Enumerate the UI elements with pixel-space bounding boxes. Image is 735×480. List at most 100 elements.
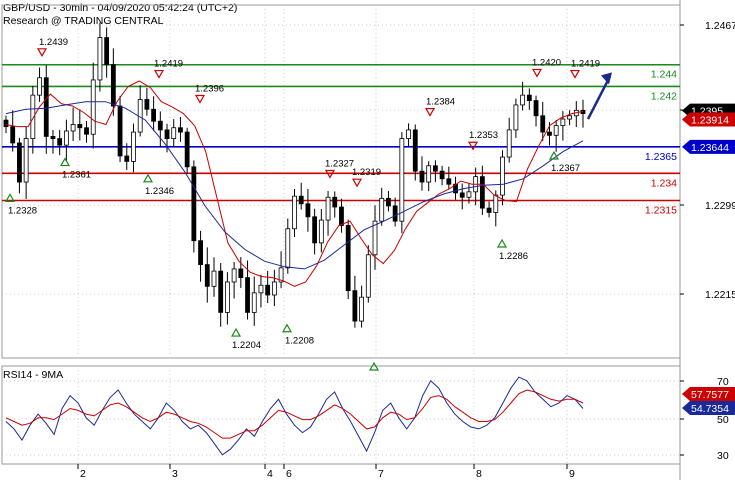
candle-body <box>238 268 244 279</box>
candle-body <box>432 165 438 172</box>
candle <box>97 22 103 92</box>
candle <box>352 275 358 328</box>
candle-body <box>278 267 284 283</box>
candle-body <box>198 240 203 265</box>
candle-body <box>305 203 311 218</box>
candle <box>131 123 136 173</box>
candle <box>540 101 546 142</box>
candle-body <box>359 296 364 322</box>
price-tick-label: 1.2215 <box>705 289 735 301</box>
candle-body <box>533 100 539 117</box>
candle <box>392 197 398 227</box>
candle <box>77 109 83 141</box>
candle-body <box>547 131 552 136</box>
candle <box>124 143 130 171</box>
rsi-tick-label: 30 <box>717 450 729 462</box>
swing-high-label: 1.2420 <box>532 57 561 68</box>
swing-low-marker <box>368 361 380 371</box>
time-tick-label: 6 <box>286 468 292 480</box>
candle <box>339 198 344 233</box>
candle-body <box>325 196 331 221</box>
candle <box>459 183 465 210</box>
candle-body <box>204 264 210 287</box>
candle-body <box>379 197 385 222</box>
candle <box>171 119 177 147</box>
swing-high-marker <box>351 178 363 188</box>
candle <box>520 81 526 111</box>
candle <box>265 270 271 304</box>
candle <box>50 129 56 154</box>
candle-body <box>312 216 318 244</box>
rsi-panel-label: RSI14 - 9MA <box>3 369 64 381</box>
candle-body <box>50 136 56 139</box>
candle <box>533 95 539 127</box>
candle <box>305 189 311 232</box>
level-label-support: 1.2315 <box>645 205 677 217</box>
forecast-arrow-head <box>601 72 612 85</box>
candle-body <box>43 77 49 137</box>
swing-high-marker <box>194 94 206 104</box>
candle-body <box>191 166 197 242</box>
rsi-value-tag-label: 57.7577 <box>691 389 729 401</box>
candle <box>332 191 338 218</box>
candle <box>479 165 485 215</box>
candle-body <box>446 178 452 185</box>
candle-body <box>84 127 89 135</box>
swing-high-label: 1.2419 <box>154 59 183 70</box>
candle-body <box>567 115 572 120</box>
time-tick-label: 9 <box>569 468 575 480</box>
candle-body <box>493 194 499 213</box>
swing-low-marker <box>496 238 508 248</box>
price-tag-label: 1.23914 <box>691 115 729 127</box>
candle-body <box>104 37 110 66</box>
swing-low-label: 1.2204 <box>232 340 261 351</box>
candle-body <box>285 228 291 269</box>
swing-high-label: 1.2384 <box>426 97 455 108</box>
forecast-arrow-shaft <box>586 75 612 120</box>
candle <box>506 117 512 163</box>
candle-body <box>251 292 257 313</box>
candle <box>231 261 237 299</box>
candle-body <box>386 197 391 207</box>
candle <box>10 110 16 152</box>
swing-low-marker <box>230 327 242 337</box>
candle-body <box>157 120 163 131</box>
candle-body <box>553 125 559 136</box>
candle <box>466 183 472 204</box>
candle <box>406 123 411 147</box>
candle-body <box>292 195 297 230</box>
candle-body <box>110 64 116 107</box>
swing-low-marker <box>4 193 16 202</box>
candle <box>318 209 324 253</box>
swing-low-marker <box>281 323 293 333</box>
candle-body <box>70 124 76 132</box>
rsi-ma-line <box>5 389 584 439</box>
price-tag <box>682 139 735 154</box>
candle <box>144 87 150 116</box>
candle <box>412 124 418 181</box>
candle-body <box>90 79 96 135</box>
swing-high-label: 1.2396 <box>195 84 224 95</box>
candle <box>432 160 438 183</box>
candle <box>157 111 163 148</box>
candle-body <box>218 270 224 313</box>
candle <box>379 187 385 226</box>
candle-body <box>124 155 130 162</box>
candle-body <box>211 270 217 287</box>
candle-body <box>406 129 411 139</box>
candle <box>137 85 143 137</box>
candle <box>359 285 364 328</box>
swing-high-label: 1.2353 <box>469 130 498 141</box>
candle <box>57 129 63 156</box>
candle <box>84 121 89 143</box>
candle-body <box>258 284 264 294</box>
candle-body <box>352 290 358 322</box>
candle <box>184 127 190 174</box>
candle-body <box>30 94 36 139</box>
candle-body <box>245 277 250 313</box>
candle-body <box>479 176 485 209</box>
candle-body <box>560 118 566 126</box>
candle <box>372 205 378 270</box>
price-tick-label: 1.2467 <box>705 20 735 32</box>
candle <box>204 247 210 303</box>
